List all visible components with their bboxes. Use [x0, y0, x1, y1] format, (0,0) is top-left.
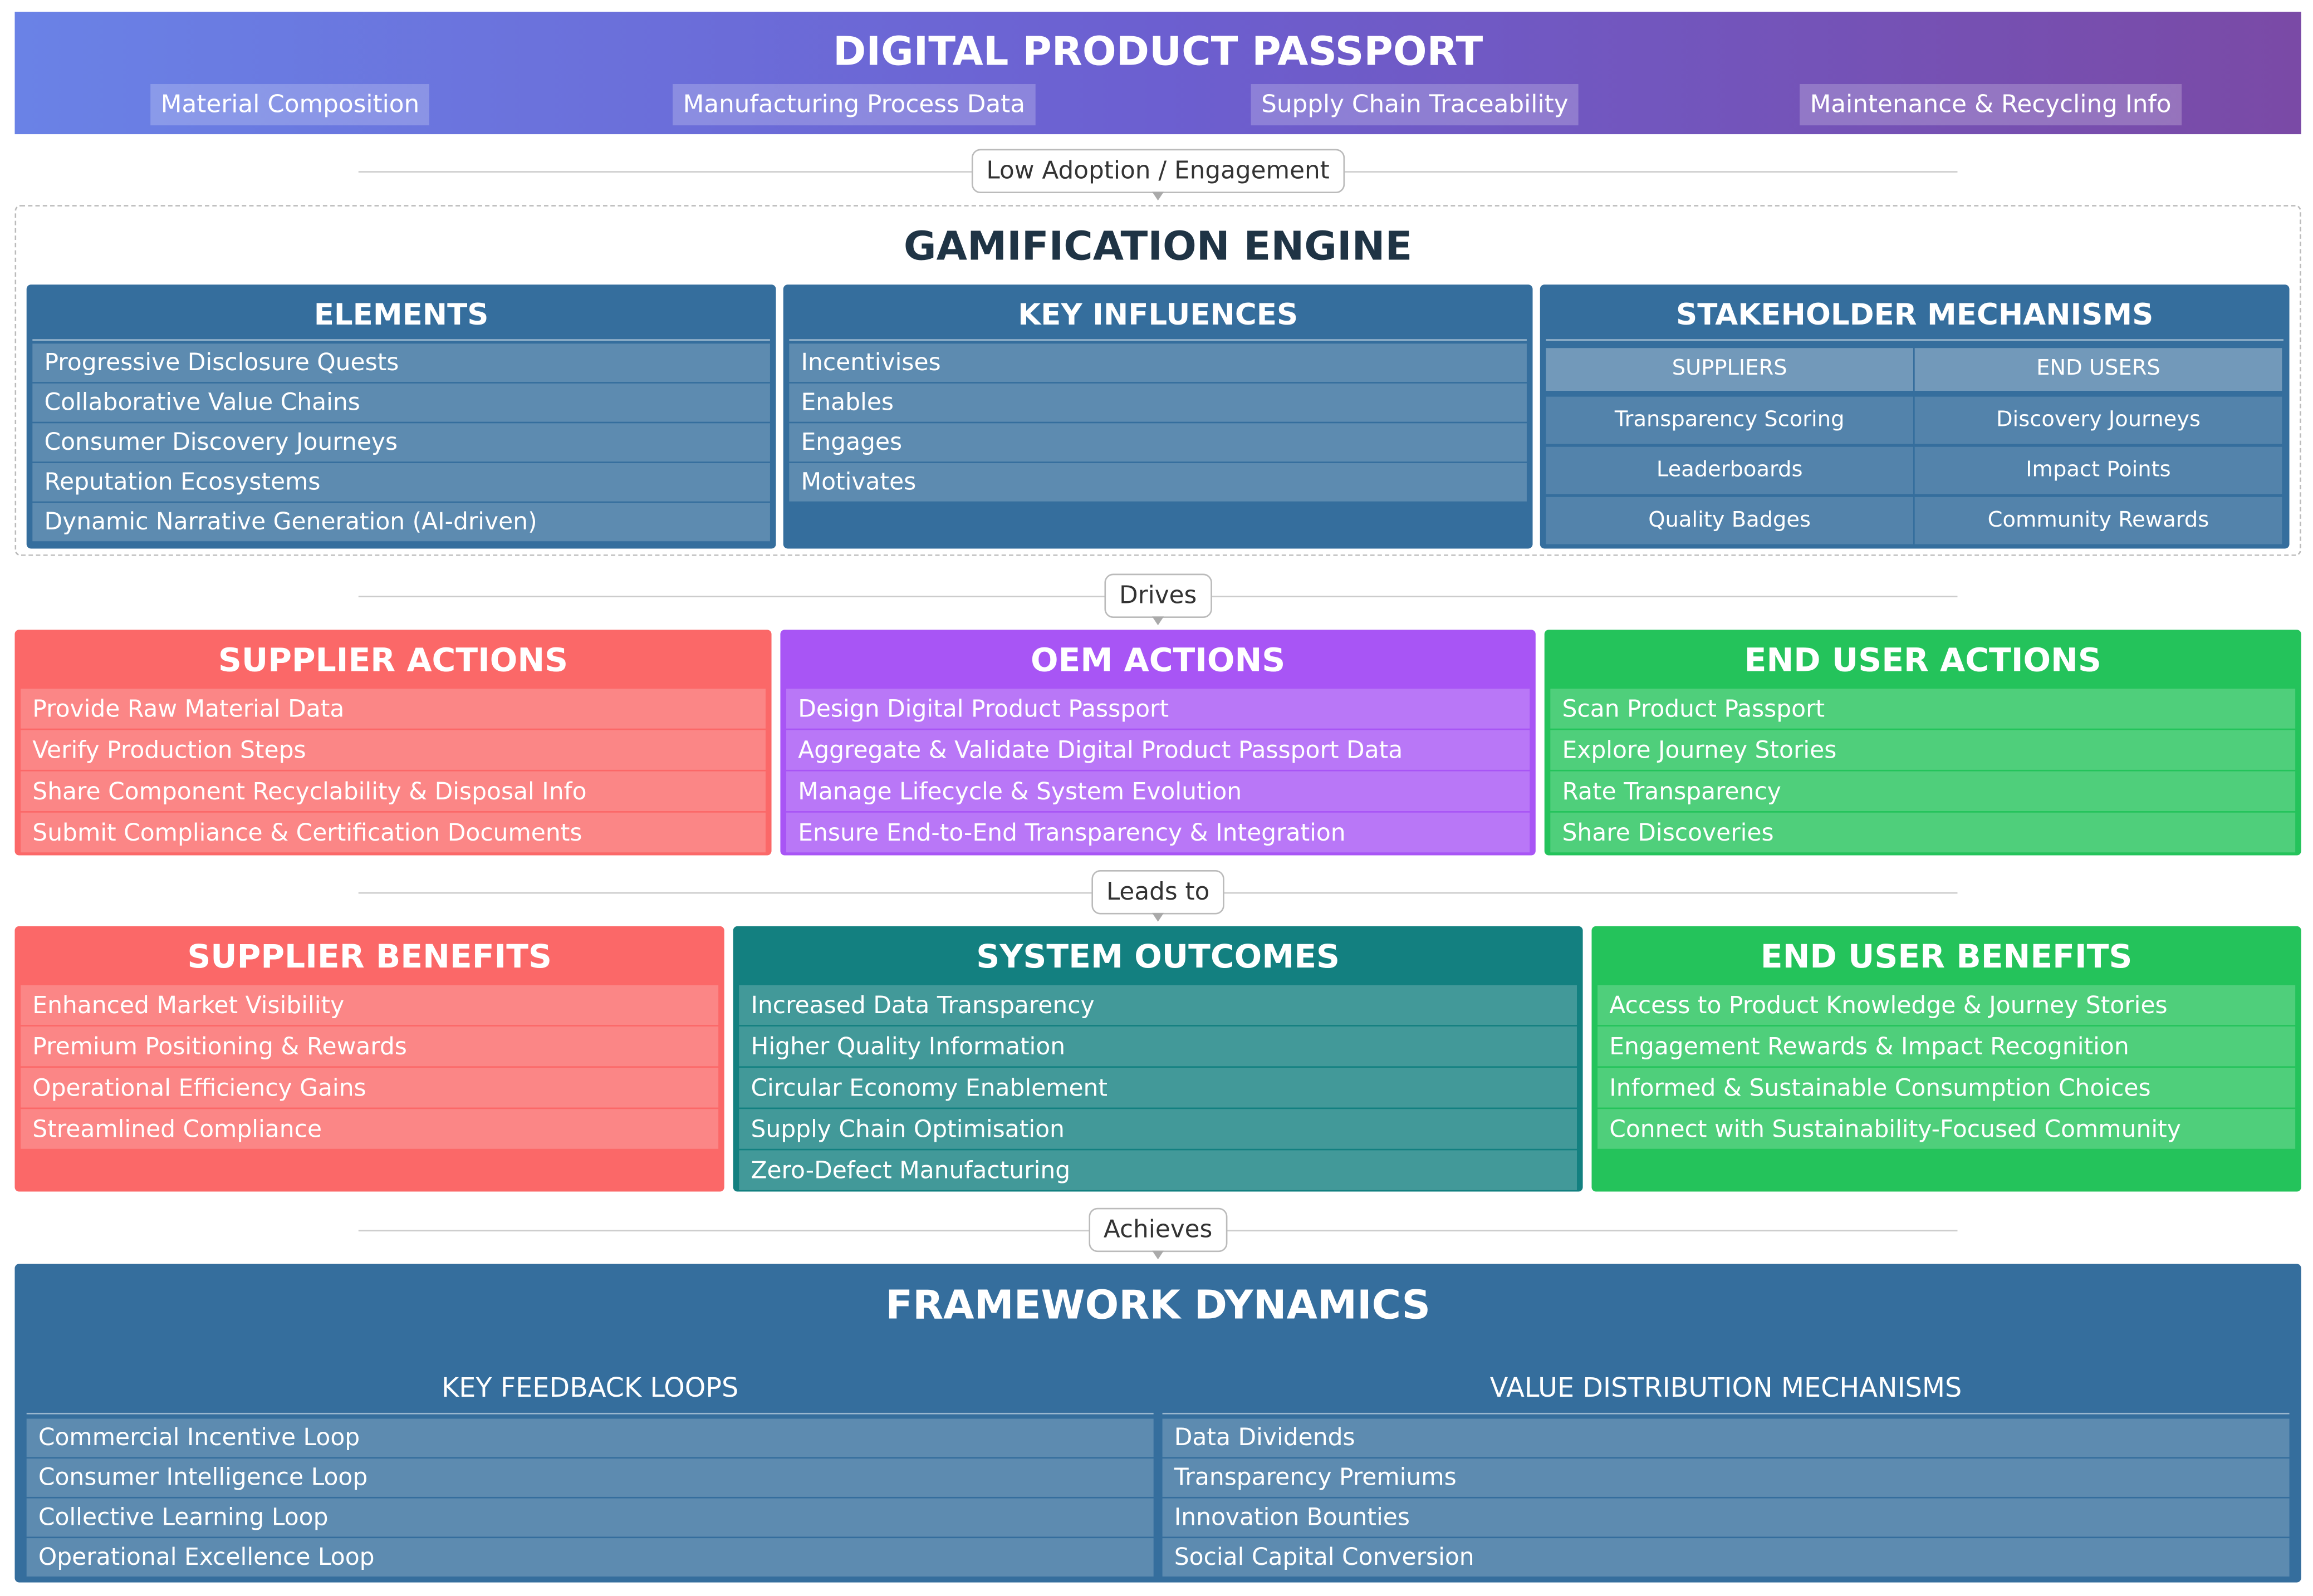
- panel: SYSTEM OUTCOMES Increased Data Transparen…: [733, 926, 1583, 1192]
- list-item: Operational Excellence Loop: [26, 1538, 1154, 1577]
- list-item: Increased Data Transparency: [739, 985, 1577, 1025]
- divider: [26, 1412, 1154, 1415]
- panel: SUPPLIER ACTIONS Provide Raw Material Dat…: [14, 630, 772, 856]
- list-item: Motivates: [789, 463, 1527, 502]
- tag: Manufacturing Process Data: [673, 84, 1036, 126]
- list-item: Informed & Sustainable Consumption Choic…: [1597, 1068, 2296, 1108]
- list-item: Data Dividends: [1162, 1418, 2290, 1457]
- table-cell: Community Rewards: [1914, 497, 2282, 544]
- connector-label: Drives: [1104, 573, 1212, 618]
- list-item: Connect with Sustainability-Focused Comm…: [1597, 1109, 2296, 1149]
- panel-title: SUPPLIER ACTIONS: [218, 643, 569, 680]
- tag: Maintenance & Recycling Info: [1800, 84, 2182, 126]
- header: DIGITAL PRODUCT PASSPORT Material Composi…: [14, 12, 2301, 135]
- list-item: Supply Chain Optimisation: [739, 1109, 1577, 1149]
- panel: END USER ACTIONS Scan Product Passport Exp…: [1544, 630, 2301, 856]
- panel-title: OEM ACTIONS: [1030, 643, 1286, 680]
- panel-title: SYSTEM OUTCOMES: [976, 939, 1340, 976]
- panel-title: END USER ACTIONS: [1744, 643, 2101, 680]
- divider: [32, 339, 770, 341]
- list-item: Higher Quality Information: [739, 1026, 1577, 1067]
- column-header: SUPPLIERS: [1546, 348, 1914, 391]
- list-item: Collective Learning Loop: [26, 1498, 1154, 1537]
- list-item: Share Component Recyclability & Disposal…: [21, 771, 766, 812]
- panel: ELEMENTS Progressive Disclosure Quests Col…: [26, 284, 776, 549]
- list-item: Operational Efficiency Gains: [21, 1068, 719, 1108]
- panel-title: KEY INFLUENCES: [1018, 296, 1298, 332]
- connector-label: Low Adoption / Engagement: [971, 149, 1345, 194]
- connector-arrow: [1152, 191, 1164, 201]
- list-item: Consumer Discovery Journeys: [32, 423, 770, 462]
- connector-label: Achieves: [1089, 1207, 1227, 1253]
- table-cell: Transparency Scoring: [1546, 396, 1914, 444]
- list-item: Design Digital Product Passport: [786, 689, 1530, 729]
- list-item: Streamlined Compliance: [21, 1109, 719, 1149]
- list-item: Incentivises: [789, 343, 1527, 382]
- panel: KEY INFLUENCES Incentivises Enables Engages…: [783, 284, 1533, 549]
- table-cell: Impact Points: [1914, 446, 2282, 494]
- connector-label: Leads to: [1091, 870, 1224, 915]
- list-item: Enables: [789, 383, 1527, 422]
- table-cell: Quality Badges: [1546, 497, 1914, 544]
- list-item: Enhanced Market Visibility: [21, 985, 719, 1025]
- list-item: Progressive Disclosure Quests: [32, 343, 770, 382]
- list-item: Scan Product Passport: [1550, 689, 2296, 729]
- table-cell: Leaderboards: [1546, 446, 1914, 494]
- panel-title: ELEMENTS: [313, 296, 489, 332]
- list-item: Innovation Bounties: [1162, 1498, 2290, 1537]
- list-item: Submit Compliance & Certification Docume…: [21, 812, 766, 853]
- list-item: Share Discoveries: [1550, 812, 2296, 853]
- list-item: Zero-Defect Manufacturing: [739, 1150, 1577, 1190]
- list-item: Reputation Ecosystems: [32, 463, 770, 502]
- group-title: VALUE DISTRIBUTION MECHANISMS: [1489, 1373, 1962, 1405]
- connector-arrow: [1152, 912, 1164, 922]
- section-title: FRAMEWORK DYNAMICS: [885, 1283, 1431, 1329]
- connector-arrow: [1152, 1250, 1164, 1260]
- list-item: Engages: [789, 423, 1527, 462]
- panel-title: STAKEHOLDER MECHANISMS: [1676, 296, 2154, 332]
- list-item: Engagement Rewards & Impact Recognition: [1597, 1026, 2296, 1067]
- list-item: Access to Product Knowledge & Journey St…: [1597, 985, 2296, 1025]
- table-cell: Discovery Journeys: [1914, 396, 2282, 444]
- divider: [789, 339, 1527, 341]
- list-item: Social Capital Conversion: [1162, 1538, 2290, 1577]
- panel: END USER BENEFITS Access to Product Knowl…: [1591, 926, 2301, 1192]
- list-item: Dynamic Narrative Generation (AI-driven): [32, 503, 770, 542]
- header-title: DIGITAL PRODUCT PASSPORT: [832, 29, 1483, 76]
- list-item: Circular Economy Enablement: [739, 1068, 1577, 1108]
- panel-title: SUPPLIER BENEFITS: [187, 939, 552, 976]
- group-title: KEY FEEDBACK LOOPS: [442, 1373, 739, 1405]
- column-header: END USERS: [1914, 348, 2282, 391]
- divider: [1162, 1412, 2290, 1415]
- tag: Supply Chain Traceability: [1251, 84, 1579, 126]
- gamification-engine: GAMIFICATION ENGINE: [14, 205, 2301, 556]
- framework-dynamics: FRAMEWORK DYNAMICS KEY FEEDBACK LOOPS Comm…: [14, 1264, 2301, 1583]
- list-item: Ensure End-to-End Transparency & Integra…: [786, 812, 1530, 853]
- list-item: Explore Journey Stories: [1550, 730, 2296, 770]
- panel: OEM ACTIONS Design Digital Product Passpo…: [780, 630, 1536, 856]
- list-item: Manage Lifecycle & System Evolution: [786, 771, 1530, 812]
- list-item: Verify Production Steps: [21, 730, 766, 770]
- list-item: Provide Raw Material Data: [21, 689, 766, 729]
- connector-arrow: [1152, 616, 1164, 626]
- tag: Material Composition: [150, 84, 430, 126]
- list-item: Aggregate & Validate Digital Product Pas…: [786, 730, 1530, 770]
- divider: [1546, 339, 2283, 341]
- section-title: GAMIFICATION ENGINE: [903, 224, 1413, 270]
- list-item: Rate Transparency: [1550, 771, 2296, 812]
- list-item: Collaborative Value Chains: [32, 383, 770, 422]
- panel: STAKEHOLDER MECHANISMS SUPPLIERS END USERS…: [1540, 284, 2290, 549]
- list-item: Commercial Incentive Loop: [26, 1418, 1154, 1457]
- list-item: Consumer Intelligence Loop: [26, 1459, 1154, 1497]
- panel: SUPPLIER BENEFITS Enhanced Market Visibil…: [14, 926, 724, 1192]
- list-item: Premium Positioning & Rewards: [21, 1026, 719, 1067]
- list-item: Transparency Premiums: [1162, 1459, 2290, 1497]
- panel-title: END USER BENEFITS: [1760, 939, 2133, 976]
